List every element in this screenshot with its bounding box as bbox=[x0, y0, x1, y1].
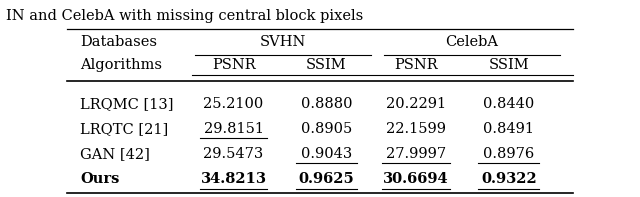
Text: PSNR: PSNR bbox=[394, 58, 438, 72]
Text: 0.9625: 0.9625 bbox=[298, 172, 355, 186]
Text: 0.8976: 0.8976 bbox=[483, 147, 534, 161]
Text: 34.8213: 34.8213 bbox=[200, 172, 267, 186]
Text: 0.9043: 0.9043 bbox=[301, 147, 352, 161]
Text: 0.8880: 0.8880 bbox=[301, 97, 352, 112]
Text: LRQMC [13]: LRQMC [13] bbox=[80, 97, 173, 112]
Text: LRQTC [21]: LRQTC [21] bbox=[80, 122, 168, 136]
Text: SSIM: SSIM bbox=[306, 58, 347, 72]
Text: 0.8440: 0.8440 bbox=[483, 97, 534, 112]
Text: 27.9997: 27.9997 bbox=[386, 147, 446, 161]
Text: 30.6694: 30.6694 bbox=[383, 172, 449, 186]
Text: 0.8491: 0.8491 bbox=[483, 122, 534, 136]
Text: 29.5473: 29.5473 bbox=[204, 147, 264, 161]
Text: 29.8151: 29.8151 bbox=[204, 122, 264, 136]
Text: IN and CelebA with missing central block pixels: IN and CelebA with missing central block… bbox=[6, 9, 364, 23]
Text: 22.1599: 22.1599 bbox=[386, 122, 446, 136]
Text: SSIM: SSIM bbox=[488, 58, 529, 72]
Text: Algorithms: Algorithms bbox=[80, 58, 162, 72]
Text: 25.2100: 25.2100 bbox=[204, 97, 264, 112]
Text: PSNR: PSNR bbox=[212, 58, 255, 72]
Text: 0.8905: 0.8905 bbox=[301, 122, 352, 136]
Text: Databases: Databases bbox=[80, 35, 157, 49]
Text: SVHN: SVHN bbox=[260, 35, 307, 49]
Text: 20.2291: 20.2291 bbox=[386, 97, 446, 112]
Text: CelebA: CelebA bbox=[445, 35, 499, 49]
Text: GAN [42]: GAN [42] bbox=[80, 147, 150, 161]
Text: Ours: Ours bbox=[80, 172, 120, 186]
Text: 0.9322: 0.9322 bbox=[481, 172, 537, 186]
